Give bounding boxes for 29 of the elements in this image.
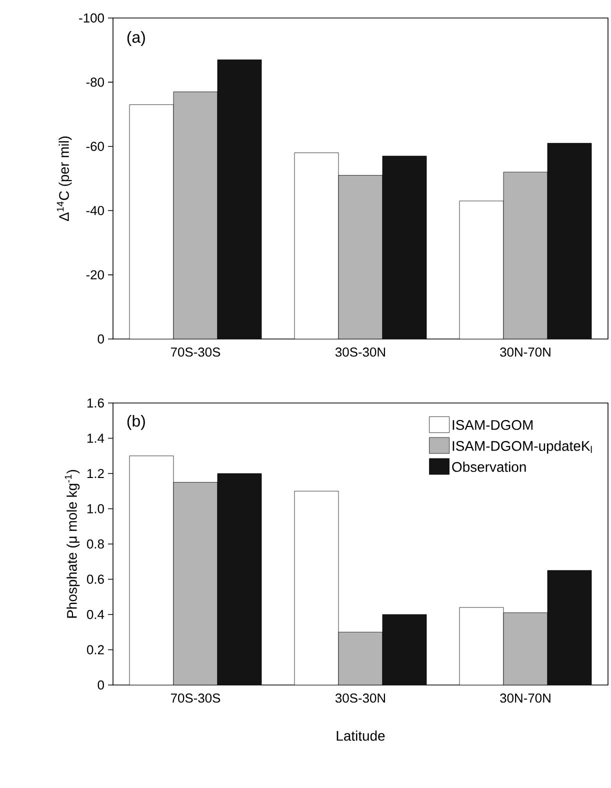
x-tick-label: 30N-70N: [500, 348, 550, 357]
y-tick-label: -80: [86, 78, 104, 87]
y-tick-label: -60: [86, 142, 104, 151]
y-tick-label: 0: [98, 680, 104, 690]
legend-label: ISAM-DGOM-updateK$_{l}$: [452, 440, 592, 454]
y-tick-label: -20: [86, 270, 104, 280]
x-tick-label: 30S-30N: [335, 348, 385, 357]
y-tick-label: 1.6: [87, 398, 104, 408]
y-tick-label: -40: [86, 206, 104, 216]
legend-label: Observation: [452, 462, 526, 472]
annotation: (a): [127, 31, 145, 46]
y-axis-title: Δ$^{14}$C (per mil): [56, 136, 72, 221]
y-tick-label: 0.8: [86, 539, 104, 549]
y-tick-label: 1.4: [87, 434, 104, 443]
y-tick-label: 0: [98, 334, 104, 344]
x-tick-label: 30S-30N: [335, 694, 385, 703]
annotation: (b): [127, 414, 145, 430]
y-tick-label: 0.2: [86, 645, 104, 654]
legend-label: ISAM-DGOM: [452, 420, 533, 430]
x-axis-title: Latitude: [336, 730, 385, 741]
y-tick-label: 1.2: [87, 468, 104, 478]
x-tick-label: 30N-70N: [500, 694, 550, 703]
x-tick-label: 70S-30S: [170, 694, 220, 703]
y-tick-label: 0.4: [86, 610, 104, 620]
x-tick-label: 70S-30S: [170, 348, 220, 357]
y-tick-label: 0.6: [86, 574, 104, 584]
y-tick-label: -100: [79, 13, 104, 23]
y-axis-title: Phosphate (μ mole kg$^{-1}$): [64, 470, 80, 618]
y-tick-label: 1.0: [87, 504, 104, 514]
